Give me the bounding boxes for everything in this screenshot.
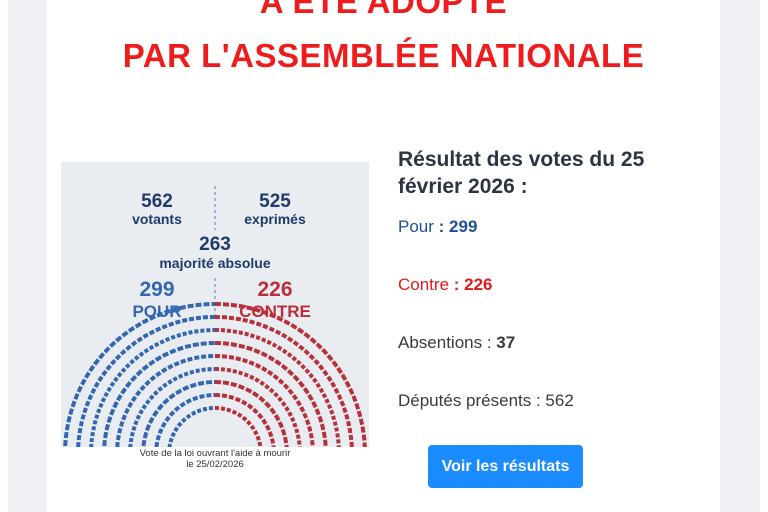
pour-label: POUR	[132, 302, 181, 321]
caption-line-2: le 25/02/2026	[186, 459, 244, 470]
votants-label: votants	[132, 211, 182, 227]
pour-value: 299	[139, 278, 174, 301]
headline-line-1: A ÉTÉ ADOPTÉ	[259, 0, 508, 20]
abstentions-result: 37	[496, 333, 516, 352]
contre-sep: :	[449, 275, 465, 294]
exprimes-label: exprimés	[244, 211, 306, 227]
hemicycle-row-contre	[214, 302, 367, 447]
contre-label: CONTRE	[239, 302, 311, 321]
contre-label: Contre	[398, 275, 450, 294]
majorite-label: majorité absolue	[159, 255, 270, 271]
caption-line-1: Vote de la loi ouvrant l'aide à mourir	[139, 448, 291, 459]
hemicycle-row-pour	[141, 380, 216, 447]
votants-value: 562	[141, 191, 173, 212]
contre-value: 226	[257, 278, 292, 301]
presents-label: Députés présents :	[398, 391, 546, 410]
hemicycle-row-contre	[214, 367, 302, 447]
contre-line: Contre : 226	[398, 275, 493, 295]
majorite-value: 263	[199, 234, 231, 255]
hemicycle-row-contre	[214, 406, 263, 447]
hemicycle-seats	[63, 302, 367, 447]
email-card: A ÉTÉ ADOPTÉ PAR L'ASSEMBLÉE NATIONALE 5…	[47, 0, 720, 512]
hemicycle-row-contre	[214, 380, 289, 447]
pour-label: Pour	[398, 217, 434, 236]
hemicycle-row-pour	[76, 315, 216, 447]
hemicycle-row-pour	[115, 354, 216, 447]
hemicycle-row-pour	[128, 367, 216, 447]
pour-result: 299	[449, 217, 478, 236]
exprimes-value: 525	[259, 191, 291, 212]
hemicycle-row-contre	[214, 328, 341, 447]
hemicycle-row-contre	[214, 315, 354, 447]
left-gutter	[0, 0, 8, 512]
pour-line: Pour : 299	[398, 217, 477, 237]
contre-result: 226	[464, 275, 493, 294]
hemicycle-row-pour	[63, 302, 216, 447]
headline-line-2: PAR L'ASSEMBLÉE NATIONALE	[122, 37, 645, 74]
figure-caption: Vote de la loi ouvrant l'aide à mourir l…	[61, 448, 369, 470]
hemicycle-row-pour	[154, 393, 216, 447]
right-gutter	[760, 0, 768, 512]
hemicycle-row-contre	[214, 393, 276, 447]
abstentions-label: Absentions :	[398, 333, 497, 352]
hemicycle-row-contre	[214, 354, 315, 447]
results-title: Résultat des votes du 25 février 2026 :	[398, 148, 645, 198]
abstentions-line: Absentions : 37	[398, 333, 515, 353]
voir-resultats-button[interactable]: Voir les résultats	[428, 445, 583, 488]
hemicycle-row-pour	[89, 328, 216, 447]
pour-sep: :	[433, 217, 450, 236]
hemicycle-graphic: 562 votants 525 exprimés 263 majorité ab…	[63, 186, 367, 447]
vote-infographic: 562 votants 525 exprimés 263 majorité ab…	[61, 162, 369, 447]
presents-line: Députés présents : 562	[398, 391, 574, 411]
hemicycle-row-pour	[167, 406, 216, 447]
presents-result: 562	[545, 391, 574, 410]
